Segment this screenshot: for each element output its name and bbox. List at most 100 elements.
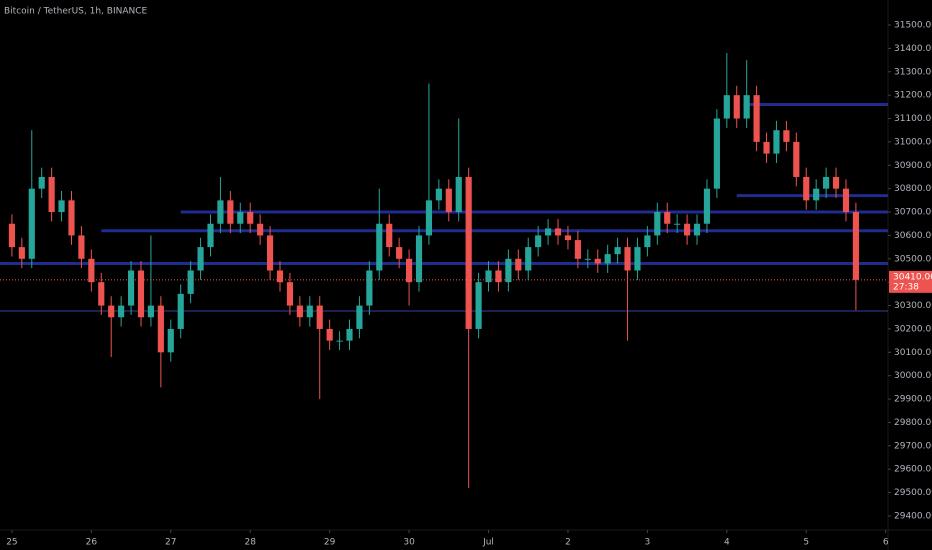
candle-body: [773, 130, 780, 154]
candle-body: [793, 141, 800, 177]
candle-body: [137, 270, 145, 318]
candle-body: [495, 270, 502, 283]
candle-body: [336, 340, 343, 342]
candle-body: [515, 258, 522, 271]
candle-body: [852, 212, 859, 280]
candle-body: [247, 212, 254, 224]
candle-body: [28, 188, 35, 259]
candle-body: [465, 176, 472, 329]
y-tick-label: 30000.00: [894, 371, 932, 381]
x-tick-label: 27: [165, 538, 176, 548]
candle-body: [644, 235, 651, 248]
countdown-label: 27:38: [893, 282, 919, 292]
y-tick-label: 30200.00: [894, 324, 932, 334]
candle-body: [187, 270, 194, 294]
candle-body: [713, 118, 720, 189]
candle-body: [396, 247, 403, 259]
candle-body: [386, 223, 393, 248]
candle-body: [674, 223, 681, 225]
candle-body: [753, 95, 760, 142]
candle-body: [88, 258, 95, 283]
candle-body: [654, 212, 661, 236]
chart-title: Bitcoin / TetherUS, 1h, BINANCE: [4, 7, 148, 17]
y-tick-label: 29600.00: [894, 465, 932, 475]
candle-body: [296, 305, 303, 318]
candle-body: [624, 247, 631, 271]
candle-body: [455, 176, 462, 213]
candle-body: [574, 240, 581, 259]
y-tick-label: 30100.00: [894, 348, 932, 358]
candle-body: [743, 95, 750, 119]
candle-body: [78, 235, 85, 259]
candle-body: [266, 235, 274, 271]
candle-body: [406, 258, 413, 283]
candle-body: [237, 212, 244, 224]
y-tick-label: 30900.00: [894, 161, 932, 171]
candle-body: [157, 305, 164, 353]
candle-body: [525, 247, 532, 271]
candle-body: [306, 305, 313, 318]
candle-body: [167, 328, 174, 353]
candle-body: [415, 235, 423, 283]
candle-body: [545, 228, 552, 236]
x-tick-label: 2: [565, 538, 571, 548]
x-tick-label: 6: [883, 538, 889, 548]
plot: [0, 53, 888, 488]
candle-body: [48, 176, 55, 213]
candle-body: [316, 305, 323, 329]
candle-body: [594, 258, 601, 264]
candle-body: [535, 235, 542, 248]
candle-body: [564, 235, 572, 241]
y-tick-label: 31400.00: [894, 44, 932, 54]
candle-body: [554, 228, 562, 236]
candle-body: [604, 254, 611, 264]
x-tick-label: 25: [6, 538, 17, 548]
y-tick-label: 31500.00: [894, 21, 932, 31]
candle-body: [18, 247, 25, 259]
x-tick-label: 5: [803, 538, 809, 548]
candle-body: [783, 130, 790, 142]
candle-body: [614, 247, 621, 255]
price-tag: [889, 270, 932, 293]
y-tick-label: 30700.00: [894, 208, 932, 218]
candle-body: [98, 282, 105, 306]
y-tick-label: 30600.00: [894, 231, 932, 241]
candle-body: [435, 188, 442, 201]
y-tick-label: 29500.00: [894, 488, 932, 498]
candle-body: [376, 223, 383, 271]
y-tick-label: 29900.00: [894, 395, 932, 405]
candle-body: [217, 200, 224, 224]
y-tick-label: 29800.00: [894, 418, 932, 428]
x-tick-label: 29: [324, 538, 336, 548]
candle-body: [803, 176, 810, 201]
candle-body: [634, 247, 641, 271]
candle-body: [505, 258, 512, 283]
candle-body: [445, 188, 452, 213]
candle-body: [127, 270, 135, 306]
candle-body: [485, 270, 492, 283]
candle-body: [326, 328, 333, 341]
candle-body: [832, 176, 840, 189]
candle-body: [147, 305, 155, 318]
candle-body: [356, 305, 363, 329]
candle-body: [58, 200, 65, 213]
candle-body: [842, 188, 850, 213]
candle-body: [257, 223, 264, 236]
candle-body: [276, 270, 284, 283]
y-tick-label: 29700.00: [894, 441, 932, 451]
x-tick-label: 4: [724, 538, 730, 548]
y-tick-label: 31000.00: [894, 137, 932, 147]
y-tick-label: 31300.00: [894, 67, 932, 77]
candle-body: [366, 270, 373, 306]
candle-body: [763, 141, 770, 154]
x-tick-label: 3: [645, 538, 651, 548]
candle-body: [177, 293, 184, 329]
candle-body: [8, 223, 15, 248]
y-tick-label: 31200.00: [894, 91, 932, 101]
candle-body: [693, 223, 701, 236]
candle-body: [197, 247, 204, 271]
y-tick-label: 30500.00: [894, 254, 932, 264]
candle-body: [68, 200, 75, 236]
candle-body: [346, 328, 353, 341]
